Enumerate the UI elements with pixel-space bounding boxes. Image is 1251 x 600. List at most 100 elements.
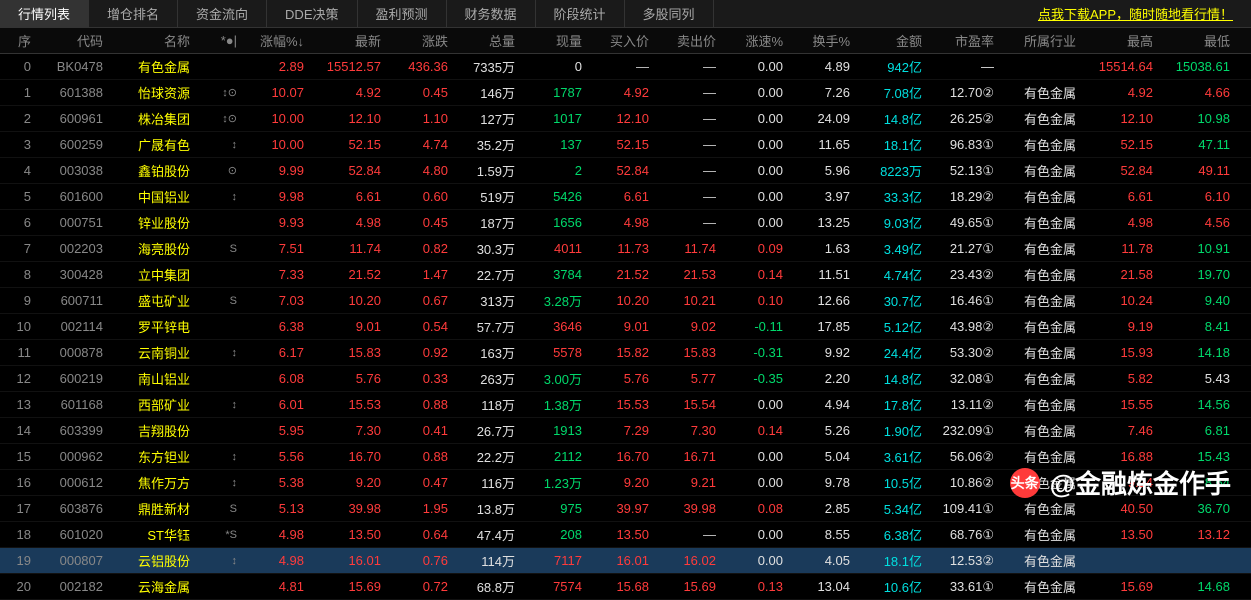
col-ind[interactable]: 所属行业 [1000,28,1082,54]
table-row[interactable]: 6000751锌业股份9.934.980.45187万16564.98—0.00… [0,210,1251,236]
cell-name: 怡球资源 [109,80,196,106]
table-row[interactable]: 8300428立中集团7.3321.521.4722.7万378421.5221… [0,262,1251,288]
tab-0[interactable]: 行情列表 [0,0,89,27]
cell-flag [196,574,243,600]
cell-speed: 0.00 [722,158,789,184]
cell-speed: 0.14 [722,418,789,444]
cell-idx: 15 [0,444,37,470]
table-row[interactable]: 12600219南山铝业6.085.760.33263万3.00万5.765.7… [0,366,1251,392]
tab-5[interactable]: 财务数据 [447,0,536,27]
cell-open: 15.62 [1236,444,1251,470]
cell-amount: 6.38亿 [856,522,928,548]
cell-totvol: 22.2万 [454,444,521,470]
cell-flag [196,418,243,444]
table-row[interactable]: 9600711盛屯矿业S7.0310.200.67313万3.28万10.201… [0,288,1251,314]
cell-speed: 0.00 [722,184,789,210]
cell-open: 47.11 [1236,132,1251,158]
col-turn[interactable]: 换手% [789,28,856,54]
cell-latest: 52.84 [310,158,387,184]
col-pe[interactable]: 市盈率 [928,28,1000,54]
cell-code: 601020 [37,522,109,548]
cell-amount: 7.08亿 [856,80,928,106]
cell-amount: 1.90亿 [856,418,928,444]
cell-turn: 9.92 [789,340,856,366]
tab-1[interactable]: 增仓排名 [89,0,178,27]
cell-high: 9.19 [1082,314,1159,340]
cell-speed: 0.00 [722,132,789,158]
tab-6[interactable]: 阶段统计 [536,0,625,27]
cell-low: 19.70 [1159,262,1236,288]
cell-low: 5.43 [1159,366,1236,392]
col-flag[interactable]: *●| [196,28,243,54]
table-row[interactable]: 5601600中国铝业↕9.986.610.60519万54266.61—0.0… [0,184,1251,210]
cell-low: 6.81 [1159,418,1236,444]
table-row[interactable]: 3600259广晟有色↕10.0052.154.7435.2万13752.15—… [0,132,1251,158]
table-row[interactable]: 4003038鑫铂股份⊙9.9952.844.801.59万252.84—0.0… [0,158,1251,184]
cell-idx: 13 [0,392,37,418]
cell-totvol: 187万 [454,210,521,236]
tab-4[interactable]: 盈利预测 [358,0,447,27]
table-row[interactable]: 20002182云海金属4.8115.690.7268.8万757415.681… [0,574,1251,600]
cell-ind: 有色金属 [1000,288,1082,314]
cell-idx: 7 [0,236,37,262]
col-totvol[interactable]: 总量 [454,28,521,54]
watermark: 头条 @金融炼金作手 [1010,464,1231,501]
cell-turn: 3.97 [789,184,856,210]
col-bid[interactable]: 买入价 [588,28,655,54]
cell-totvol: 116万 [454,470,521,496]
cell-ind: 有色金属 [1000,548,1082,574]
col-code[interactable]: 代码 [37,28,109,54]
col-chgpct[interactable]: 涨幅%↓ [243,28,310,54]
cell-flag [196,210,243,236]
col-amount[interactable]: 金额 [856,28,928,54]
cell-curvol: 2112 [521,444,588,470]
cell-open: 13.19 [1236,522,1251,548]
cell-code: 002203 [37,236,109,262]
cell-idx: 0 [0,54,37,80]
col-latest[interactable]: 最新 [310,28,387,54]
table-row[interactable]: 14603399吉翔股份5.957.300.4126.7万19137.297.3… [0,418,1251,444]
cell-idx: 5 [0,184,37,210]
cell-ask: 21.53 [655,262,722,288]
table-row[interactable]: 18601020ST华钰*S4.9813.500.6447.4万20813.50… [0,522,1251,548]
table-row[interactable]: 2600961株冶集团↕⊙10.0012.101.10127万101712.10… [0,106,1251,132]
col-chg[interactable]: 涨跌 [387,28,454,54]
cell-ind: 有色金属 [1000,106,1082,132]
table-row[interactable]: 11000878云南铜业↕6.1715.830.92163万557815.821… [0,340,1251,366]
col-ask[interactable]: 卖出价 [655,28,722,54]
table-row[interactable]: 10002114罗平锌电6.389.010.5457.7万36469.019.0… [0,314,1251,340]
tab-7[interactable]: 多股同列 [625,0,714,27]
cell-name: 云南铜业 [109,340,196,366]
cell-bid: 16.01 [588,548,655,574]
table-row[interactable]: 7002203海亮股份S7.5111.740.8230.3万401111.731… [0,236,1251,262]
col-idx[interactable]: 序 [0,28,37,54]
cell-curvol: 5578 [521,340,588,366]
tab-3[interactable]: DDE决策 [267,0,357,27]
table-row[interactable]: 13601168西部矿业↕6.0115.530.88118万1.38万15.53… [0,392,1251,418]
cell-pe: 13.11② [928,392,1000,418]
col-high[interactable]: 最高 [1082,28,1159,54]
cell-latest: 15512.57 [310,54,387,80]
cell-name: 鼎胜新材 [109,496,196,522]
cell-chgpct: 5.13 [243,496,310,522]
cell-chg: 4.74 [387,132,454,158]
cell-ask: 39.98 [655,496,722,522]
cell-ind: 有色金属 [1000,80,1082,106]
col-low[interactable]: 最低 [1159,28,1236,54]
download-app-banner[interactable]: 点我下载APP，随时随地看行情！ [1020,0,1251,27]
col-name[interactable]: 名称 [109,28,196,54]
cell-name: 株冶集团 [109,106,196,132]
cell-flag: ↕ [196,392,243,418]
table-row[interactable]: 0BK0478有色金属2.8915512.57436.367335万0——0.0… [0,54,1251,80]
cell-flag: S [196,236,243,262]
table-row[interactable]: 1601388怡球资源↕⊙10.074.920.45146万17874.92—0… [0,80,1251,106]
tab-2[interactable]: 资金流向 [178,0,267,27]
col-speed[interactable]: 涨速% [722,28,789,54]
col-open[interactable]: 开盘 [1236,28,1251,54]
cell-turn: 11.65 [789,132,856,158]
cell-open: 10.98 [1236,236,1251,262]
table-row[interactable]: 19000807云铝股份↕4.9816.010.76114万711716.011… [0,548,1251,574]
col-curvol[interactable]: 现量 [521,28,588,54]
cell-name: 云海金属 [109,574,196,600]
cell-amount: 8223万 [856,158,928,184]
